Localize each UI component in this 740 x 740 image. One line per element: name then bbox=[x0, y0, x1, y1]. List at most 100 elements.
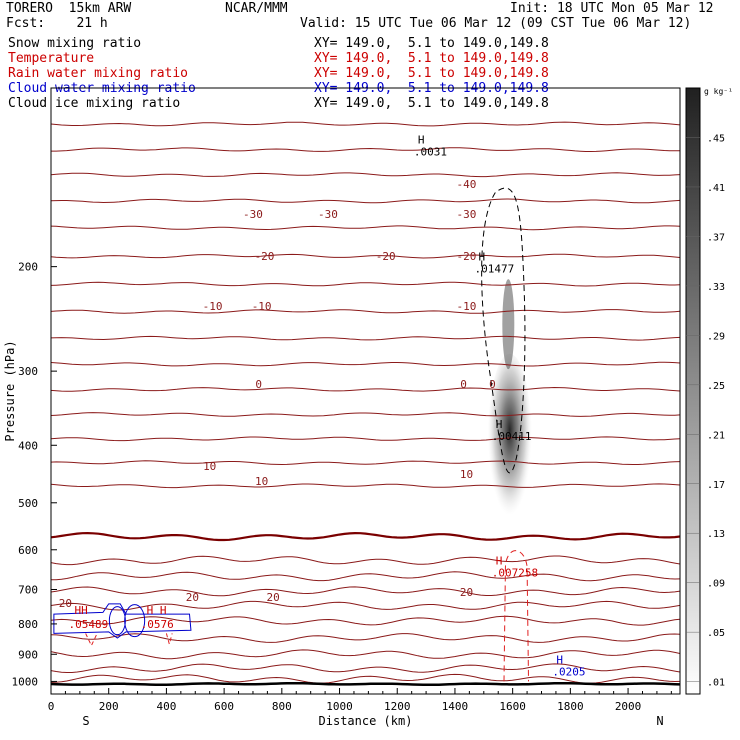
center-name: NCAR/MMM bbox=[225, 1, 288, 16]
colorbar-tick-label: .01 bbox=[707, 678, 725, 689]
isotherm-line bbox=[51, 412, 680, 417]
isotherm-label: 20 bbox=[267, 591, 280, 604]
field-temperature-label: Temperature bbox=[8, 51, 95, 66]
maximum-value: .00411 bbox=[492, 430, 532, 443]
valid-time: Valid: 15 UTC Tue 06 Mar 12 (09 CST Tue … bbox=[300, 16, 692, 31]
isotherm-line bbox=[51, 281, 680, 287]
field-temperature-xy: XY= 149.0, 5.1 to 149.0,149.8 bbox=[314, 51, 549, 66]
x-tick-label: 1000 bbox=[326, 700, 353, 713]
isotherm-line bbox=[51, 198, 680, 204]
x-tick-label: 600 bbox=[214, 700, 234, 713]
isotherm-zero-line bbox=[51, 531, 680, 542]
y-tick-label: 600 bbox=[18, 544, 38, 557]
field-cloud-ice-xy: XY= 149.0, 5.1 to 149.0,149.8 bbox=[314, 96, 549, 111]
isotherm-line bbox=[51, 225, 680, 231]
maximum-marker: H bbox=[418, 134, 425, 147]
isotherm-line bbox=[51, 121, 680, 127]
isotherm-line bbox=[51, 586, 680, 597]
colorbar-tick-label: .09 bbox=[707, 579, 725, 590]
ground-line bbox=[51, 681, 680, 687]
cloud-water-contour-inner bbox=[108, 606, 126, 636]
isotherm-label: 10 bbox=[203, 460, 216, 473]
isotherm-line bbox=[51, 649, 680, 660]
colorbar-tick-label: .37 bbox=[707, 232, 725, 243]
y-tick-label: 800 bbox=[18, 618, 38, 631]
y-tick-label: 900 bbox=[18, 648, 38, 661]
maximum-marker: H bbox=[496, 418, 503, 431]
isotherm-label: -30 bbox=[457, 208, 477, 221]
init-time: Init: 18 UTC Mon 05 Mar 12 bbox=[510, 1, 714, 16]
maximum-marker: H bbox=[496, 554, 503, 567]
y-tick-label: 200 bbox=[18, 261, 38, 274]
x-tick-label: 2000 bbox=[615, 700, 642, 713]
colorbar bbox=[685, 87, 701, 695]
isotherm-line bbox=[51, 253, 680, 259]
field-cloud-ice-label: Cloud ice mixing ratio bbox=[8, 96, 181, 111]
y-tick-label: 300 bbox=[18, 365, 38, 378]
y-tick-label: 400 bbox=[18, 439, 38, 452]
rain-water-contour-south bbox=[85, 633, 173, 647]
colorbar-tick-label: .17 bbox=[707, 480, 725, 491]
cloud-water-contour-inner bbox=[124, 604, 146, 638]
maximum-marker: H bbox=[478, 251, 485, 264]
model-name: TORERO 15km ARW bbox=[6, 1, 132, 16]
isotherm-label: -30 bbox=[318, 208, 338, 221]
x-tick-label: 200 bbox=[99, 700, 119, 713]
maximum-value: .01477 bbox=[474, 263, 514, 276]
isotherm-line bbox=[51, 309, 680, 314]
isotherm-line bbox=[51, 147, 680, 152]
isotherm-label: 0 bbox=[489, 378, 496, 391]
x-axis-label: Distance (km) bbox=[319, 714, 413, 728]
overlap-maximum-marker: HH bbox=[75, 604, 88, 617]
isotherm-line bbox=[51, 600, 680, 611]
isotherm-label: 0 bbox=[460, 378, 467, 391]
maximum-value: .007258 bbox=[492, 566, 538, 579]
isotherm-line bbox=[51, 615, 680, 626]
isotherm-line bbox=[51, 436, 680, 442]
field-snow-label: Snow mixing ratio bbox=[8, 36, 142, 51]
maximum-marker: H bbox=[556, 654, 563, 667]
colorbar-tick-label: .05 bbox=[707, 628, 725, 639]
isotherm-label: 20 bbox=[460, 586, 473, 599]
north-end-label: N bbox=[656, 714, 663, 728]
maximum-value: .0031 bbox=[414, 146, 447, 159]
isotherm-label: 20 bbox=[186, 591, 199, 604]
isotherm-label: -40 bbox=[457, 178, 477, 191]
snow-shading-upper bbox=[502, 279, 515, 370]
colorbar-tick-label: .45 bbox=[707, 133, 725, 144]
rain-water-contour bbox=[503, 550, 530, 682]
plot-frame bbox=[50, 87, 681, 695]
isotherm-line bbox=[51, 633, 680, 643]
colorbar-unit: g kg⁻¹ bbox=[704, 87, 733, 96]
isotherm-line bbox=[51, 483, 680, 489]
field-rain-xy: XY= 149.0, 5.1 to 149.0,149.8 bbox=[314, 66, 549, 81]
colorbar-tick-label: .41 bbox=[707, 183, 725, 194]
isotherm-label: 10 bbox=[255, 475, 268, 488]
isotherm-line bbox=[51, 673, 680, 684]
colorbar-tick-label: .13 bbox=[707, 529, 725, 540]
isotherm-label: -20 bbox=[376, 250, 396, 263]
y-tick-label: 1000 bbox=[12, 675, 39, 688]
isotherm-line bbox=[51, 386, 680, 392]
y-tick-label: 700 bbox=[18, 584, 38, 597]
isotherm-label: -10 bbox=[203, 300, 223, 313]
south-end-label: S bbox=[82, 714, 89, 728]
isotherm-label: -20 bbox=[255, 250, 275, 263]
isotherm-line bbox=[51, 361, 680, 367]
isotherm-label: -10 bbox=[457, 300, 477, 313]
field-rain-label: Rain water mixing ratio bbox=[8, 66, 189, 81]
isotherm-line bbox=[51, 335, 680, 341]
isotherm-line bbox=[51, 571, 680, 582]
isotherm-line bbox=[51, 555, 680, 566]
x-tick-label: 800 bbox=[272, 700, 292, 713]
colorbar-tick-label: .29 bbox=[707, 331, 725, 342]
isotherm-label: -30 bbox=[243, 208, 263, 221]
cloud-water-contour bbox=[53, 603, 192, 639]
x-tick-label: 1400 bbox=[442, 700, 469, 713]
overlap-maximum-value: .0576 bbox=[141, 618, 174, 631]
x-tick-label: 0 bbox=[48, 700, 55, 713]
isotherm-line bbox=[51, 460, 680, 466]
isotherm-line bbox=[51, 663, 680, 673]
